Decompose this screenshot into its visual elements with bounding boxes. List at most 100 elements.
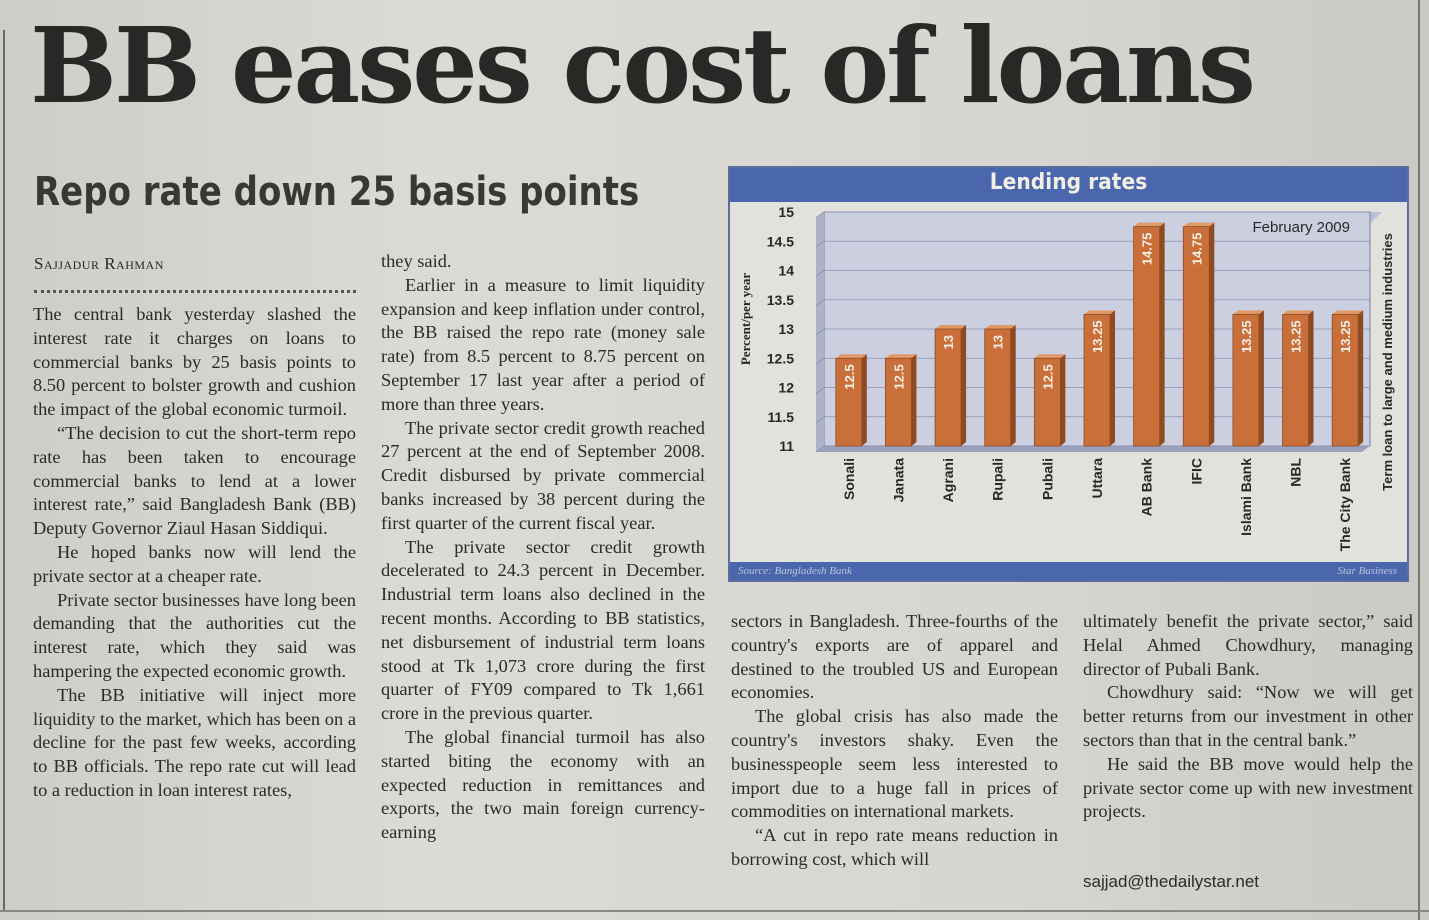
bar-side [1258,310,1264,446]
chart-header-bar: Lending rates [730,168,1407,202]
bar [1232,313,1260,447]
article-column-1: The central bank yesterday slashed the i… [33,303,356,803]
y-tick-label: 14.5 [767,233,794,249]
gridline-side [815,445,825,453]
bar-top [935,325,967,329]
gridline-side [815,211,825,219]
bar-side [1209,222,1215,446]
x-category-label: Janata [890,458,906,503]
x-category-label: Rupali [990,458,1006,501]
article-paragraph: “The decision to cut the short-term repo… [33,422,356,539]
article-paragraph: ultimately benefit the private sector,” … [1083,611,1413,679]
article-paragraph: The BB initiative will inject more liqui… [33,684,356,800]
bar-top [885,354,917,359]
y-tick-label: 14 [778,263,794,279]
bar-side [1060,354,1066,446]
chart-credit: Star Business [1337,565,1397,577]
bar-value-label: 12.5 [1040,364,1055,389]
chart-plot: 15 14.5 14 13.5 13 12.5 12 11.5 11 Percent/per ye… [738,204,1395,552]
bar-value-label: 12.5 [842,364,857,389]
bar-top [984,325,1016,329]
gridline-side [815,240,825,248]
y-tick-label: 15 [778,204,794,220]
bar-top [1084,310,1115,315]
gridline-side [815,357,825,365]
byline: Sajjadur Rahman [34,254,164,273]
bar-value-label: 13.25 [1239,320,1254,353]
gridline-side [815,416,825,424]
x-category-label: Uttara [1089,458,1105,499]
bar-value-label: 13 [991,335,1006,349]
x-category-label: Sonali [841,458,857,500]
bar [1282,313,1309,447]
column-rule-left [3,30,5,910]
bar [1133,226,1161,447]
y-tick-label: 11 [779,438,794,454]
bar-side [1010,325,1016,446]
bar-top [835,354,867,359]
article-paragraph: sectors in Bangladesh. Three-fourths of … [731,611,1058,703]
bar-value-label: 13.25 [1338,320,1353,353]
bar [1331,313,1359,447]
article-paragraph: The global crisis has also made the coun… [731,706,1058,822]
bar-side [861,354,867,446]
bar-top [1282,310,1314,315]
y-axis-label: Percent/per year [738,273,753,366]
gridline-side [815,299,825,307]
y-tick-label: 13 [778,321,794,337]
y-tick-label: 12.5 [767,350,794,366]
article-paragraph: Private sector businesses have long been… [33,589,356,681]
article-paragraph: The global financial turmoil has also st… [381,726,705,843]
bar-side [1308,310,1314,446]
column-rule-right [1418,0,1420,920]
gridline-side [815,328,825,336]
y-tick-label: 12 [778,380,794,396]
y-tick-label: 11.5 [768,409,795,425]
bottom-rule [0,910,1429,912]
x-category-label: Islami Bank [1238,458,1254,536]
bar-value-label: 14.75 [1189,233,1204,266]
author-email: sajjad@thedailystar.net [1083,872,1260,891]
headline: BB eases cost of loans [30,4,1256,127]
bar-side [1110,310,1115,446]
chart-title: Lending rates [989,170,1148,195]
article-paragraph: they said. [381,251,452,271]
x-category-label: IFIC [1188,458,1204,484]
article-paragraph: The central bank yesterday slashed the i… [33,304,356,420]
gridline-side [815,270,825,277]
article-paragraph: “A cut in repo rate means reduction in b… [731,825,1058,869]
bar [885,357,912,447]
plot-floor [816,446,1370,452]
x-category-label: The City Bank [1337,458,1353,552]
x-category-label: AB Bank [1139,458,1155,517]
bar-top [1332,310,1364,315]
bar [1182,226,1210,447]
bar [934,328,962,447]
bar [984,328,1012,447]
bar [1083,313,1111,447]
bar-value-label: 13.25 [1289,320,1304,353]
bar [1033,357,1061,447]
bar-side [961,325,967,446]
article-paragraph: He hoped banks now will lend the private… [33,541,356,586]
bar-side [1159,222,1165,446]
chart-footer-bar [730,562,1407,580]
bar-top [1133,222,1165,227]
article-column-3: sectors in Bangladesh. Three-fourths of … [731,610,1058,872]
bar [835,357,863,447]
article-paragraph: The private sector credit growth deceler… [381,536,705,724]
article-column-4: ultimately benefit the private sector,” … [1083,610,1413,824]
gridline-side [815,387,825,394]
bar-value-label: 12.5 [891,364,906,389]
bar-value-label: 13.25 [1090,320,1105,353]
chart-subtitle: February 2009 [1252,219,1350,236]
bar-side [911,354,917,446]
bar-top [1232,310,1264,315]
x-category-label: Pubali [1039,458,1055,500]
bar-side [1358,310,1364,446]
byline-divider [34,290,356,293]
x-category-label: Agrani [940,458,956,502]
article-paragraph: Earlier in a measure to limit liquidity … [381,274,705,414]
article-column-2: they said. Earlier in a measure to limit … [381,250,705,845]
